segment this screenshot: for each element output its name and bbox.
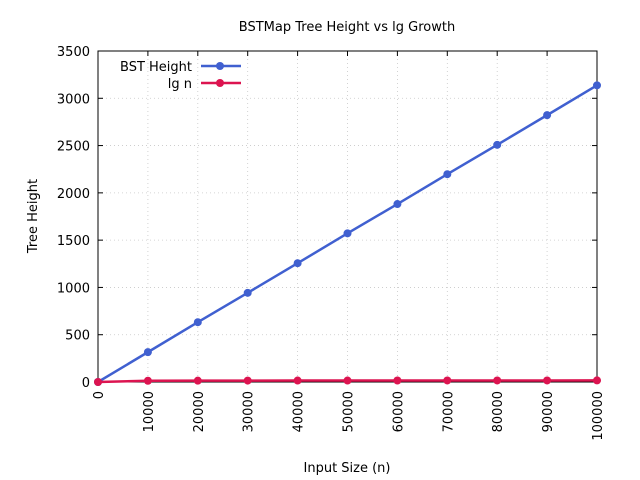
data-point-lg-n bbox=[593, 376, 601, 385]
series-group bbox=[94, 81, 601, 386]
y-axis-label: Tree Height bbox=[26, 179, 41, 254]
x-tick-label: 100000 bbox=[591, 391, 606, 441]
x-tick-label: 0 bbox=[92, 391, 107, 399]
data-point-bst-height bbox=[343, 229, 352, 238]
data-point-lg-n bbox=[493, 376, 502, 385]
data-point-lg-n bbox=[543, 376, 552, 385]
legend-label-bst-height: BST Height bbox=[120, 60, 192, 75]
x-tick-label: 70000 bbox=[441, 391, 456, 432]
y-tick-label: 1500 bbox=[57, 234, 90, 249]
data-point-lg-n bbox=[293, 376, 302, 385]
x-tick-label: 30000 bbox=[242, 391, 257, 432]
data-point-bst-height bbox=[493, 140, 502, 149]
data-point-lg-n bbox=[143, 376, 152, 385]
y-tick-label: 3000 bbox=[57, 92, 90, 107]
data-point-lg-n bbox=[243, 376, 252, 385]
x-tick-label: 10000 bbox=[142, 391, 157, 432]
data-point-bst-height bbox=[143, 348, 152, 357]
legend-marker-lg-n bbox=[216, 79, 224, 87]
data-point-bst-height bbox=[443, 170, 452, 179]
x-tick-label: 90000 bbox=[541, 391, 556, 432]
x-tick-label: 60000 bbox=[391, 391, 406, 432]
x-axis-label: Input Size (n) bbox=[304, 461, 391, 476]
legend-marker-bst-height bbox=[216, 62, 224, 70]
data-point-lg-n bbox=[393, 376, 402, 385]
axis-ticks: 0 500 1000 1500 2000 2500 3000 3500 0 10000 20000 3… bbox=[57, 45, 606, 441]
y-tick-label: 3500 bbox=[57, 45, 90, 60]
data-point-bst-height bbox=[543, 111, 552, 120]
data-point-lg-n bbox=[343, 376, 352, 385]
y-tick-label: 2500 bbox=[57, 140, 90, 155]
data-point-bst-height bbox=[243, 288, 252, 297]
y-tick-label: 2000 bbox=[57, 187, 90, 202]
data-point-lg-n bbox=[443, 376, 452, 385]
x-tick-label: 50000 bbox=[342, 391, 357, 432]
data-point-bst-height bbox=[293, 259, 302, 268]
data-point-lg-n bbox=[94, 378, 102, 386]
data-point-lg-n bbox=[193, 376, 202, 385]
data-point-bst-height bbox=[193, 318, 202, 327]
x-tick-label: 40000 bbox=[292, 391, 307, 432]
y-tick-label: 500 bbox=[65, 329, 90, 344]
y-tick-label: 1000 bbox=[57, 281, 90, 296]
legend-label-lg-n: lg n bbox=[168, 77, 192, 92]
data-point-bst-height bbox=[593, 81, 601, 90]
chart-title: BSTMap Tree Height vs lg Growth bbox=[239, 20, 455, 35]
x-tick-label: 80000 bbox=[491, 391, 506, 432]
x-tick-label: 20000 bbox=[192, 391, 207, 432]
data-point-bst-height bbox=[393, 200, 402, 209]
legend: BST Height lg n bbox=[120, 60, 241, 92]
y-tick-label: 0 bbox=[82, 376, 90, 391]
